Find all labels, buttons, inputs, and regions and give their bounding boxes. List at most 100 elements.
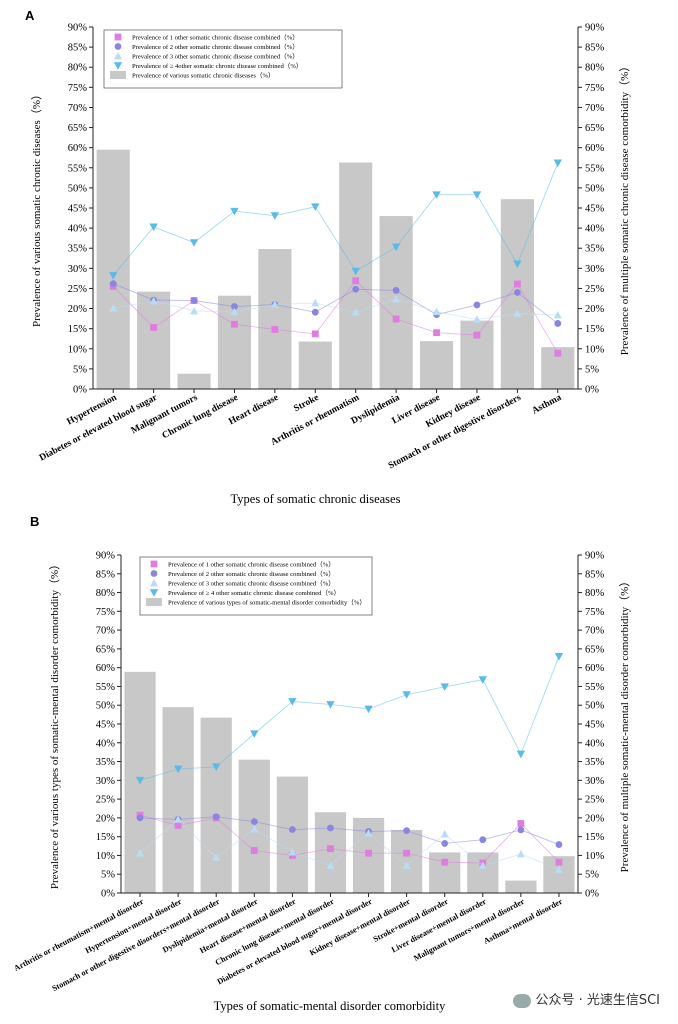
bar [137, 291, 171, 389]
bar [505, 880, 537, 893]
legend-bar-swatch [146, 598, 162, 606]
y-tick-label-right: 30% [585, 776, 605, 787]
y-tick-label-right: 75% [585, 607, 605, 618]
bar [467, 852, 499, 893]
data-point-circle [403, 827, 411, 835]
data-point-triangle-down [230, 207, 239, 216]
y-tick-label-left: 85% [68, 43, 88, 54]
y-tick-label-left: 50% [68, 183, 88, 194]
legend-marker-triangle-down [113, 62, 123, 70]
data-point-triangle-down [391, 243, 401, 252]
bar [339, 162, 373, 389]
y-tick-label-left: 75% [68, 83, 88, 94]
data-point-triangle-up [513, 309, 522, 317]
y-tick-label-right: 75% [585, 83, 605, 94]
legend-marker-circle [114, 43, 122, 50]
data-point-triangle-up [174, 815, 183, 823]
data-point-triangle-up [270, 300, 279, 308]
series-line [139, 814, 560, 864]
y-tick-label-right: 70% [585, 103, 605, 114]
data-point-triangle-up [326, 861, 335, 869]
data-point-triangle-down [288, 698, 297, 706]
data-point-circle [513, 289, 521, 296]
data-point-square [250, 847, 258, 854]
legend-marker-triangle-down [149, 589, 159, 597]
data-point-triangle-down [351, 267, 360, 276]
legend-box [103, 29, 343, 89]
data-point-square [554, 349, 562, 357]
y-tick-label-right: 70% [585, 626, 605, 637]
y-tick-label-left: 85% [96, 569, 116, 580]
data-point-triangle-up [311, 298, 320, 307]
y-tick-label-right: 85% [585, 43, 605, 54]
y-tick-label-right: 85% [585, 569, 605, 580]
data-point-triangle-up [553, 310, 562, 319]
y-tick-label-left: 70% [68, 103, 88, 114]
data-point-square [271, 326, 279, 333]
y-tick-label-left: 25% [68, 284, 88, 295]
y-tick-label-right: 50% [585, 183, 605, 194]
legend-label: Prevalence of ≥ 4 other somatic chronic … [168, 589, 340, 597]
data-point-triangle-up [478, 861, 487, 869]
series-line [113, 283, 559, 324]
y-tick-label-right: 40% [585, 738, 605, 749]
data-point-triangle-up [351, 308, 360, 316]
y-axis-title-left: Prevalence of various types of somatic-m… [48, 559, 61, 889]
data-point-triangle-down [149, 223, 158, 232]
data-point-triangle-up [212, 853, 221, 861]
y-tick-label-right: 90% [585, 23, 605, 34]
y-tick-label-left: 30% [96, 776, 116, 787]
bar [298, 341, 332, 389]
y-tick-label-left: 80% [68, 63, 88, 74]
y-tick-label-right: 5% [585, 364, 599, 375]
data-point-circle [288, 826, 296, 833]
y-tick-label-right: 0% [585, 889, 599, 900]
data-point-triangle-down [478, 676, 487, 684]
y-tick-label-right: 25% [585, 284, 605, 295]
data-point-triangle-up [554, 865, 563, 874]
y-tick-label-right: 65% [585, 123, 605, 134]
y-axis-title-left: Prevalence of various somatic chronic di… [30, 89, 43, 327]
data-point-triangle-down [472, 191, 482, 199]
y-tick-label-right: 35% [585, 244, 605, 255]
data-point-triangle-up [230, 307, 239, 316]
data-point-triangle-up [149, 296, 158, 305]
data-point-triangle-up [440, 830, 449, 838]
y-tick-label-right: 45% [585, 204, 605, 215]
data-point-square [392, 315, 400, 323]
bar [177, 373, 211, 389]
data-point-triangle-up [516, 849, 525, 858]
panel-a: A 0% 0% 5% 5% 10% 10% 15% 15% 20% 20% 25% 25% 30% 30% 3… [25, 8, 631, 506]
x-tick-label: Asthma [531, 393, 564, 417]
y-tick-label-left: 50% [96, 701, 116, 712]
data-point-triangle-down [440, 683, 449, 692]
data-point-triangle-down [109, 272, 118, 280]
y-tick-label-left: 55% [68, 163, 88, 174]
y-tick-label-right: 0% [585, 385, 599, 396]
x-axis-title: Types of somatic-mental disorder comorbi… [214, 999, 446, 1013]
y-tick-label-left: 55% [96, 682, 116, 693]
y-tick-label-left: 90% [96, 551, 116, 562]
data-point-triangle-up [472, 315, 481, 323]
data-point-circle [473, 301, 481, 309]
legend-label: Prevalence of 2 other somatic chronic di… [168, 570, 335, 578]
data-point-circle [311, 308, 319, 316]
bar [391, 829, 423, 893]
data-point-triangle-up [136, 849, 145, 857]
panel-b: B 0% 0% 5% 5% 10% 10% 15% 15% 20% 20% 25% 25% 30% 30% 3… [12, 514, 631, 1013]
y-axis-title-right: Prevalence of multiple somatic-mental di… [618, 576, 631, 873]
data-point-circle [517, 826, 525, 834]
data-point-circle [554, 320, 562, 327]
legend-label: Prevalence of 1 other somatic chronic di… [168, 561, 335, 569]
legend-box [139, 556, 373, 616]
legend-label: Prevalence of various somatic chronic di… [132, 72, 275, 80]
y-tick-label-left: 45% [96, 720, 116, 731]
data-point-triangle-down [554, 653, 564, 661]
data-point-triangle-down [173, 765, 183, 774]
y-tick-label-right: 40% [585, 224, 605, 235]
bar [96, 149, 130, 389]
bar [429, 852, 461, 893]
y-tick-label-right: 5% [585, 870, 599, 881]
data-point-triangle-down [270, 212, 280, 220]
